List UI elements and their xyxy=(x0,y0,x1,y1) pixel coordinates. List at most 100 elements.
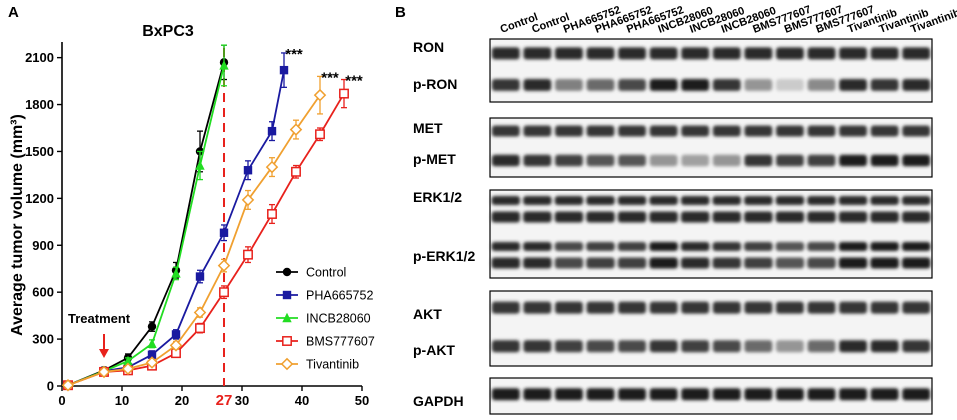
legend-entry: Control xyxy=(276,266,346,280)
data-point xyxy=(339,88,349,99)
band xyxy=(807,242,836,251)
band xyxy=(618,340,646,353)
band xyxy=(681,154,710,167)
band xyxy=(807,340,836,353)
y-tick-label: 600 xyxy=(32,285,54,300)
data-point xyxy=(171,268,181,278)
band xyxy=(555,47,583,60)
band xyxy=(839,79,867,91)
band-row xyxy=(491,154,931,167)
legend-entry: Tivantinib xyxy=(276,358,359,372)
series-line xyxy=(67,69,285,387)
band xyxy=(870,211,899,223)
legend-label: Tivantinib xyxy=(306,358,359,372)
band xyxy=(618,79,646,91)
significance-label: *** xyxy=(321,69,339,86)
data-point xyxy=(195,272,205,281)
data-point xyxy=(282,312,292,323)
band-row xyxy=(491,301,931,314)
legend-label: INCB28060 xyxy=(306,312,371,326)
band xyxy=(870,125,899,137)
band xyxy=(838,196,868,205)
band xyxy=(902,211,931,223)
band xyxy=(649,125,678,137)
data-point xyxy=(195,160,205,170)
band xyxy=(776,340,804,353)
band xyxy=(554,242,584,251)
band xyxy=(649,301,678,314)
data-point xyxy=(193,306,207,319)
band xyxy=(491,388,520,401)
row-label: p-RON xyxy=(413,76,457,92)
y-tick-label: 1200 xyxy=(25,191,54,206)
band xyxy=(744,340,773,353)
band xyxy=(491,211,520,223)
band xyxy=(681,47,710,60)
reference-line: 27 xyxy=(216,48,232,409)
y-tick-label: 900 xyxy=(32,238,54,253)
band xyxy=(902,301,931,314)
data-point xyxy=(282,290,292,300)
band xyxy=(681,196,710,205)
band xyxy=(807,79,836,91)
data-point xyxy=(97,365,111,379)
data-point xyxy=(195,323,205,334)
band xyxy=(839,388,867,401)
band xyxy=(617,242,647,251)
series-pha665752: *** xyxy=(63,46,303,390)
band xyxy=(838,257,868,269)
band xyxy=(554,211,584,223)
data-point xyxy=(147,350,157,359)
band xyxy=(839,340,867,353)
band xyxy=(586,47,615,60)
band xyxy=(712,257,741,269)
band xyxy=(649,196,678,205)
band xyxy=(807,257,836,269)
series-line xyxy=(67,65,225,387)
band xyxy=(491,301,520,314)
band xyxy=(555,154,583,167)
band xyxy=(776,47,804,60)
band xyxy=(618,154,646,167)
band xyxy=(491,257,520,269)
band xyxy=(523,196,552,205)
band xyxy=(491,154,520,167)
band-row xyxy=(491,79,931,91)
row-label: p-ERK1/2 xyxy=(413,248,475,264)
band xyxy=(681,211,710,223)
band xyxy=(681,301,710,314)
legend-entry: BMS777607 xyxy=(276,335,375,349)
band xyxy=(744,125,773,137)
significance-label: *** xyxy=(285,46,303,63)
x-tick-label: 40 xyxy=(295,393,309,408)
series-line xyxy=(67,62,225,387)
band xyxy=(555,125,583,137)
band xyxy=(775,211,805,223)
band xyxy=(586,257,615,269)
chart-series: *** *** *** xyxy=(61,44,363,392)
band xyxy=(902,196,931,205)
band xyxy=(491,242,520,251)
band xyxy=(555,79,583,91)
band xyxy=(712,301,741,314)
band xyxy=(807,125,836,137)
data-point xyxy=(217,259,231,272)
data-point xyxy=(219,60,229,70)
band xyxy=(870,257,899,269)
band xyxy=(838,211,868,223)
significance-label: *** xyxy=(345,73,363,90)
data-point xyxy=(241,193,255,207)
band xyxy=(870,47,899,60)
band xyxy=(870,79,899,91)
band xyxy=(744,242,773,251)
data-point xyxy=(243,166,253,175)
band xyxy=(712,388,741,401)
band xyxy=(744,196,773,205)
band xyxy=(586,79,615,91)
band xyxy=(491,340,520,353)
data-point xyxy=(282,336,292,346)
x-tick-label: 0 xyxy=(58,393,65,408)
band xyxy=(870,196,899,205)
y-tick-label: 0 xyxy=(47,379,54,394)
row-label: RON xyxy=(413,39,444,55)
